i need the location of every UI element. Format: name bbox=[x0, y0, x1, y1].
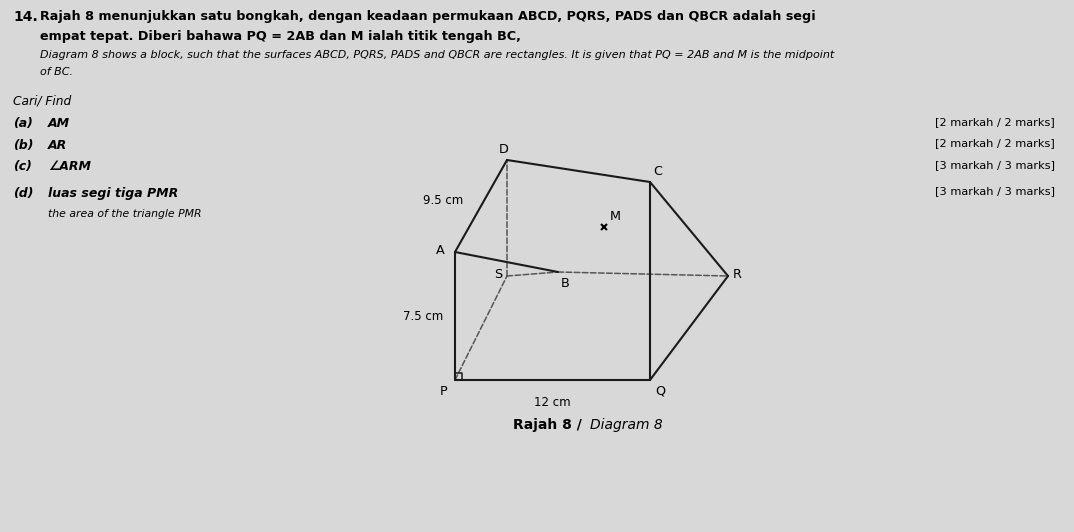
Text: 12 cm: 12 cm bbox=[534, 396, 570, 409]
Text: S: S bbox=[494, 268, 502, 280]
Text: 7.5 cm: 7.5 cm bbox=[403, 310, 442, 322]
Text: A: A bbox=[436, 244, 445, 256]
Text: R: R bbox=[732, 269, 742, 281]
Text: Diagram 8 shows a block, such that the surfaces ABCD, PQRS, PADS and QBCR are re: Diagram 8 shows a block, such that the s… bbox=[40, 50, 834, 60]
Text: the area of the triangle PMR: the area of the triangle PMR bbox=[48, 209, 202, 219]
Text: Q: Q bbox=[655, 385, 665, 398]
Text: B: B bbox=[561, 277, 569, 290]
Text: (c): (c) bbox=[13, 160, 32, 173]
Text: AM: AM bbox=[48, 117, 70, 130]
Text: P: P bbox=[440, 385, 448, 398]
Text: Diagram 8: Diagram 8 bbox=[590, 418, 663, 432]
Text: [2 markah / 2 marks]: [2 markah / 2 marks] bbox=[935, 138, 1055, 148]
Text: C: C bbox=[653, 165, 662, 178]
Text: AR: AR bbox=[48, 138, 68, 152]
Text: Rajah 8 /: Rajah 8 / bbox=[512, 418, 586, 432]
Text: empat tepat. Diberi bahawa PQ = 2AB dan M ialah titik tengah BC,: empat tepat. Diberi bahawa PQ = 2AB dan … bbox=[40, 30, 521, 43]
Text: Rajah 8 menunjukkan satu bongkah, dengan keadaan permukaan ABCD, PQRS, PADS dan : Rajah 8 menunjukkan satu bongkah, dengan… bbox=[40, 10, 816, 23]
Text: (d): (d) bbox=[13, 187, 33, 200]
Text: (b): (b) bbox=[13, 138, 33, 152]
Text: 14.: 14. bbox=[13, 10, 38, 24]
Text: [3 markah / 3 marks]: [3 markah / 3 marks] bbox=[935, 187, 1055, 196]
Text: 9.5 cm: 9.5 cm bbox=[423, 194, 463, 206]
Text: M: M bbox=[610, 210, 621, 223]
Text: luas segi tiga PMR: luas segi tiga PMR bbox=[48, 187, 178, 200]
Text: ∠ARM: ∠ARM bbox=[48, 160, 91, 173]
Text: [3 markah / 3 marks]: [3 markah / 3 marks] bbox=[935, 160, 1055, 170]
Text: of BC.: of BC. bbox=[40, 67, 73, 77]
Text: Cari/ Find: Cari/ Find bbox=[13, 94, 71, 107]
Text: D: D bbox=[499, 143, 509, 156]
Text: (a): (a) bbox=[13, 117, 33, 130]
Text: [2 markah / 2 marks]: [2 markah / 2 marks] bbox=[935, 117, 1055, 127]
